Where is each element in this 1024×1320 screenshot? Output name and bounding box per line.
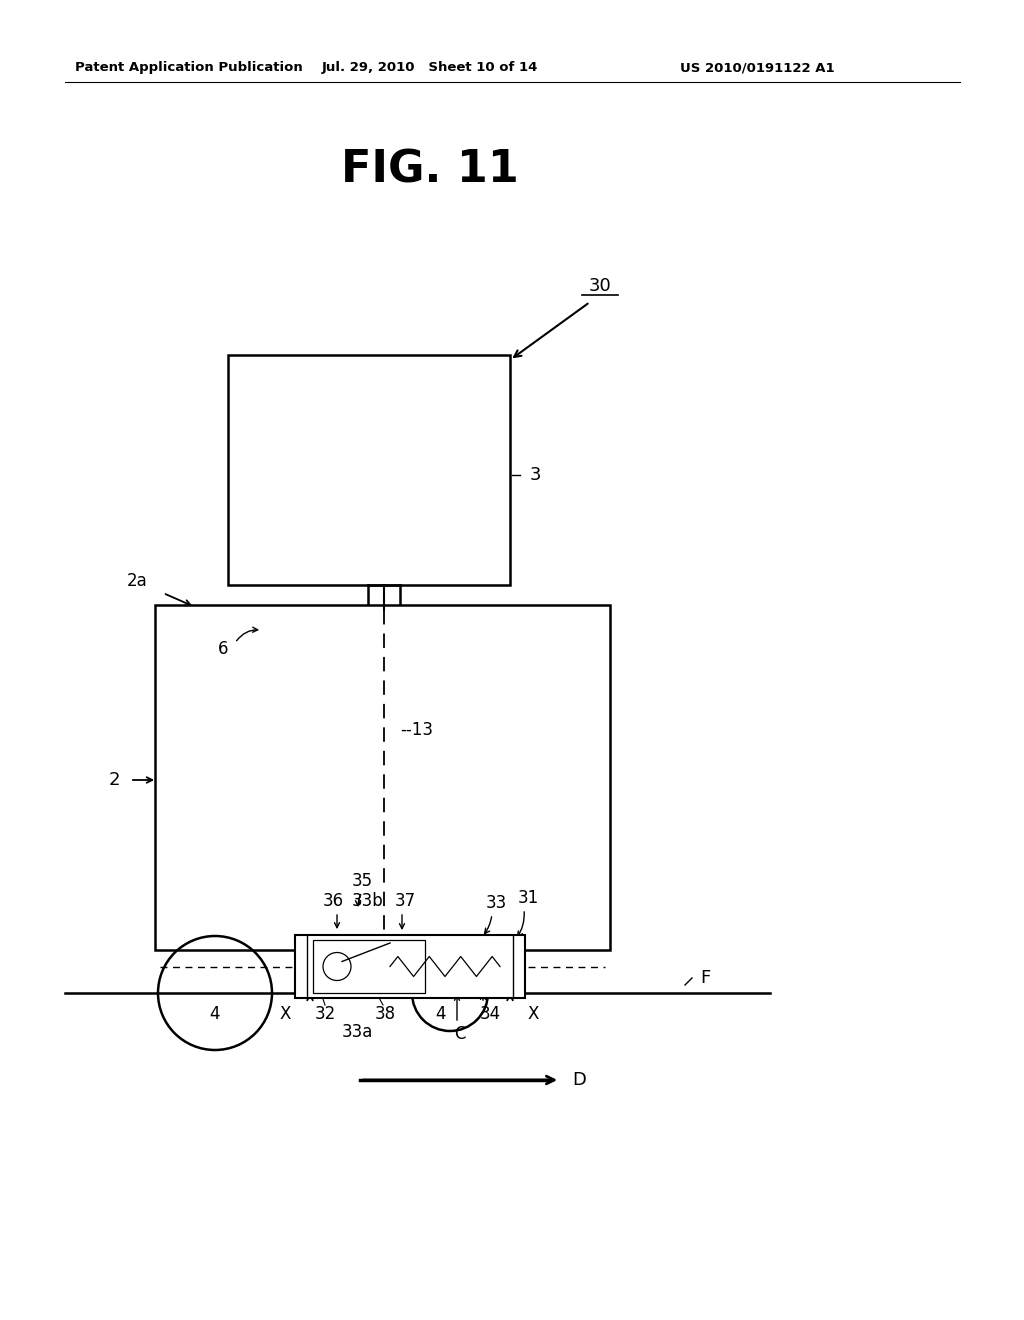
Bar bbox=[313, 940, 425, 993]
Text: 4: 4 bbox=[435, 1005, 445, 1023]
Text: 35: 35 bbox=[351, 873, 373, 890]
Text: 33b: 33b bbox=[352, 892, 384, 909]
Text: D: D bbox=[572, 1071, 586, 1089]
Text: US 2010/0191122 A1: US 2010/0191122 A1 bbox=[680, 62, 835, 74]
Text: X: X bbox=[280, 1005, 291, 1023]
Text: 33: 33 bbox=[485, 894, 507, 912]
Bar bbox=[228, 355, 510, 585]
Text: 30: 30 bbox=[589, 277, 611, 294]
Bar bbox=[155, 605, 610, 950]
Text: X: X bbox=[527, 1005, 539, 1023]
Text: 36: 36 bbox=[323, 892, 344, 909]
Text: 33a: 33a bbox=[341, 1023, 373, 1041]
Text: 34: 34 bbox=[479, 1005, 501, 1023]
Text: F: F bbox=[700, 969, 711, 987]
Text: --13: --13 bbox=[400, 721, 433, 739]
Text: 6: 6 bbox=[218, 640, 228, 657]
Text: Jul. 29, 2010   Sheet 10 of 14: Jul. 29, 2010 Sheet 10 of 14 bbox=[322, 62, 539, 74]
Text: 31: 31 bbox=[517, 888, 539, 907]
Bar bbox=[295, 935, 525, 998]
Text: 3: 3 bbox=[530, 466, 542, 484]
Text: 37: 37 bbox=[394, 892, 416, 909]
Text: C: C bbox=[455, 1026, 466, 1043]
Text: 32: 32 bbox=[314, 1005, 336, 1023]
Text: 4: 4 bbox=[210, 1005, 220, 1023]
Text: FIG. 11: FIG. 11 bbox=[341, 149, 519, 191]
Text: Patent Application Publication: Patent Application Publication bbox=[75, 62, 303, 74]
Text: 2: 2 bbox=[109, 771, 120, 789]
Text: 2a: 2a bbox=[127, 572, 148, 590]
Text: 38: 38 bbox=[375, 1005, 395, 1023]
